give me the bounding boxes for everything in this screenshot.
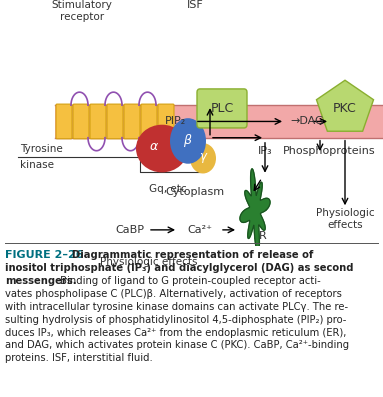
Bar — [55, 105, 383, 138]
Text: →DAG: →DAG — [290, 116, 324, 126]
Text: with intracellular tyrosine kinase domains can activate PLCγ. The re-: with intracellular tyrosine kinase domai… — [5, 302, 348, 312]
FancyBboxPatch shape — [90, 104, 106, 139]
Text: PLC: PLC — [210, 102, 234, 115]
Text: IP₃: IP₃ — [258, 146, 273, 156]
Text: Physiologic
effects: Physiologic effects — [316, 208, 374, 230]
Text: Phosphoproteins: Phosphoproteins — [283, 146, 376, 156]
Text: Cytoplasm: Cytoplasm — [165, 187, 224, 197]
Text: PKC: PKC — [333, 102, 357, 115]
FancyBboxPatch shape — [197, 89, 247, 128]
Text: $\alpha$: $\alpha$ — [149, 140, 159, 153]
Text: ER: ER — [253, 231, 267, 241]
Text: PIP₂: PIP₂ — [164, 116, 186, 126]
Text: inositol triphosphate (IP₃) and diacylglycerol (DAG) as second: inositol triphosphate (IP₃) and diacylgl… — [5, 263, 354, 273]
Text: Ca²⁺: Ca²⁺ — [188, 225, 213, 235]
Text: CaBP: CaBP — [116, 225, 144, 235]
Text: Physiologic effects: Physiologic effects — [100, 257, 198, 267]
FancyBboxPatch shape — [107, 104, 123, 139]
Text: Binding of ligand to G protein-coupled receptor acti-: Binding of ligand to G protein-coupled r… — [57, 276, 321, 286]
Text: duces IP₃, which releases Ca²⁺ from the endoplasmic reticulum (ER),: duces IP₃, which releases Ca²⁺ from the … — [5, 328, 346, 337]
Text: ISF: ISF — [187, 0, 203, 10]
FancyBboxPatch shape — [141, 104, 157, 139]
Text: messengers.: messengers. — [5, 276, 77, 286]
Text: Tyrosine: Tyrosine — [20, 144, 63, 154]
Polygon shape — [316, 80, 373, 131]
Polygon shape — [240, 169, 270, 252]
FancyBboxPatch shape — [56, 104, 72, 139]
Ellipse shape — [136, 125, 188, 172]
Text: and DAG, which activates protein kinase C (PKC). CaBP, Ca²⁺-binding: and DAG, which activates protein kinase … — [5, 340, 349, 351]
Text: FIGURE 2–26: FIGURE 2–26 — [5, 250, 83, 260]
Text: sulting hydrolysis of phosphatidylinositol 4,5-diphosphate (PIP₂) pro-: sulting hydrolysis of phosphatidylinosit… — [5, 314, 346, 325]
FancyBboxPatch shape — [158, 104, 174, 139]
Ellipse shape — [190, 143, 216, 173]
Text: Gq, etc: Gq, etc — [149, 184, 187, 195]
Ellipse shape — [170, 118, 206, 164]
Text: Stimulatory
receptor: Stimulatory receptor — [52, 0, 113, 21]
FancyBboxPatch shape — [124, 104, 140, 139]
Text: vates phospholipase C (PLC)β. Alternatively, activation of receptors: vates phospholipase C (PLC)β. Alternativ… — [5, 289, 342, 299]
Text: $\gamma$: $\gamma$ — [199, 151, 209, 165]
FancyBboxPatch shape — [73, 104, 89, 139]
Text: proteins. ISF, interstitial fluid.: proteins. ISF, interstitial fluid. — [5, 353, 153, 363]
Text: kinase: kinase — [20, 160, 54, 170]
Text: Diagrammatic representation of release of: Diagrammatic representation of release o… — [65, 250, 313, 260]
Text: $\beta$: $\beta$ — [183, 133, 193, 149]
